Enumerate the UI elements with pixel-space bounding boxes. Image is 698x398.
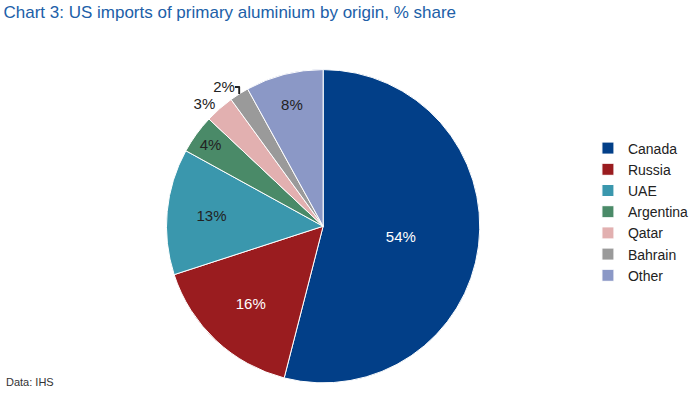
- svg-text:UAE: UAE: [628, 183, 657, 199]
- svg-text:Chart 3: US imports of primary: Chart 3: US imports of primary aluminium…: [3, 3, 456, 22]
- svg-text:Other: Other: [628, 268, 663, 284]
- svg-text:2%: 2%: [213, 78, 235, 95]
- svg-text:Qatar: Qatar: [628, 225, 663, 241]
- svg-text:Bahrain: Bahrain: [628, 247, 676, 263]
- svg-text:13%: 13%: [196, 207, 226, 224]
- svg-text:Data: IHS: Data: IHS: [6, 376, 54, 388]
- svg-text:54%: 54%: [386, 228, 416, 245]
- svg-text:16%: 16%: [236, 295, 266, 312]
- svg-text:Canada: Canada: [628, 141, 677, 157]
- svg-text:Argentina: Argentina: [628, 204, 688, 220]
- svg-text:Russia: Russia: [628, 162, 671, 178]
- svg-text:8%: 8%: [281, 96, 303, 113]
- svg-text:3%: 3%: [194, 95, 216, 112]
- svg-text:4%: 4%: [200, 136, 222, 153]
